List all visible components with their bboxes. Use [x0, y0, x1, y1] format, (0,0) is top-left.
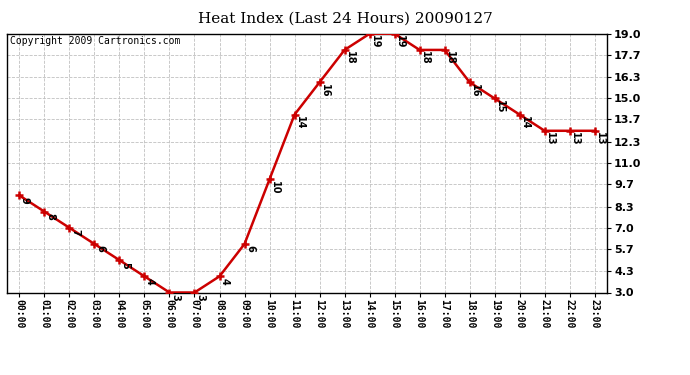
Text: 18: 18 — [420, 51, 430, 65]
Text: Heat Index (Last 24 Hours) 20090127: Heat Index (Last 24 Hours) 20090127 — [197, 11, 493, 25]
Text: 16: 16 — [470, 84, 480, 97]
Text: 19: 19 — [395, 35, 405, 49]
Text: 8: 8 — [45, 213, 55, 220]
Text: 19: 19 — [370, 35, 380, 49]
Text: 9: 9 — [20, 197, 30, 204]
Text: 13: 13 — [545, 132, 555, 146]
Text: 16: 16 — [320, 84, 330, 97]
Text: 6: 6 — [95, 245, 105, 252]
Text: 10: 10 — [270, 181, 280, 194]
Text: 4: 4 — [220, 278, 230, 285]
Text: Copyright 2009 Cartronics.com: Copyright 2009 Cartronics.com — [10, 36, 180, 46]
Text: 3: 3 — [170, 294, 180, 301]
Text: 18: 18 — [345, 51, 355, 65]
Text: 13: 13 — [570, 132, 580, 146]
Text: 18: 18 — [445, 51, 455, 65]
Text: 13: 13 — [595, 132, 605, 146]
Text: 15: 15 — [495, 100, 505, 113]
Text: 14: 14 — [295, 116, 305, 129]
Text: 7: 7 — [70, 229, 80, 236]
Text: 4: 4 — [145, 278, 155, 285]
Text: 6: 6 — [245, 245, 255, 252]
Text: 5: 5 — [120, 261, 130, 268]
Text: 3: 3 — [195, 294, 205, 301]
Text: 14: 14 — [520, 116, 530, 129]
